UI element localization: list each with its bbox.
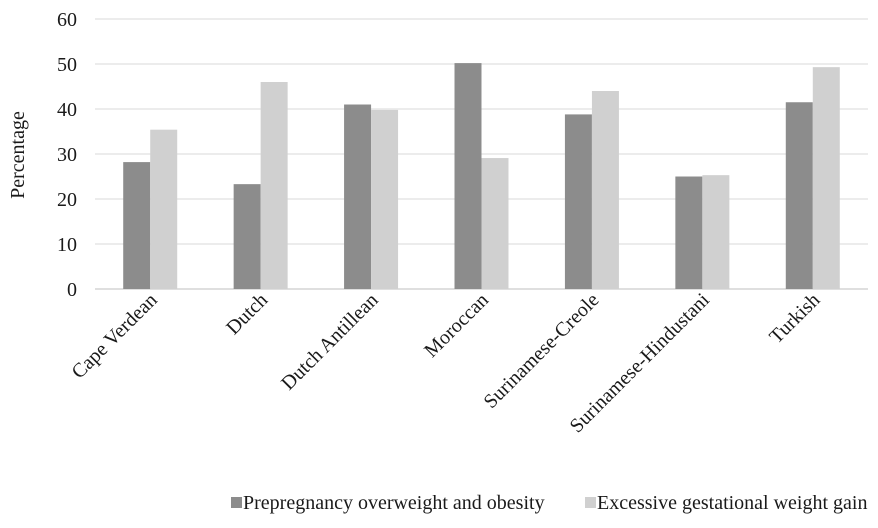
x-tick-label: Dutch Antillean (277, 289, 383, 395)
x-tick-label: Moroccan (420, 289, 493, 362)
x-tick-label: Turkish (765, 289, 824, 348)
y-axis-label: Percentage (7, 111, 29, 199)
bar-prepregnancy-overweight (454, 63, 482, 289)
legend-label: Excessive gestational weight gain (597, 492, 867, 514)
bar-prepregnancy-overweight (785, 102, 813, 289)
y-tick-label: 60 (57, 9, 77, 31)
legend-swatch (231, 497, 242, 508)
bar-excessive-weight-gain (371, 109, 399, 290)
x-tick-label: Surinamese-Creole (480, 289, 604, 413)
y-tick-label: 50 (57, 54, 77, 76)
bar-prepregnancy-overweight (675, 176, 703, 289)
bars (123, 63, 840, 290)
legend-swatch (585, 497, 596, 508)
x-axis-ticks: Cape Verdean Dutch Dutch Antillean Moroccan… (68, 289, 825, 438)
bar-excessive-weight-gain (150, 129, 178, 289)
y-tick-label: 10 (57, 234, 77, 256)
y-tick-label: 30 (57, 144, 77, 166)
y-tick-label: 20 (57, 189, 77, 211)
bar-excessive-weight-gain (812, 67, 840, 290)
bar-prepregnancy-overweight (233, 184, 261, 289)
bar-excessive-weight-gain (591, 91, 619, 289)
y-tick-label: 40 (57, 99, 77, 121)
bar-prepregnancy-overweight (564, 114, 592, 290)
bar-prepregnancy-overweight (344, 104, 372, 289)
y-tick-label: 0 (67, 279, 77, 301)
bar-excessive-weight-gain (481, 158, 509, 289)
bar-excessive-weight-gain (702, 175, 730, 289)
bar-prepregnancy-overweight (123, 162, 151, 289)
bar-excessive-weight-gain (260, 82, 288, 289)
legend: Prepregnancy overweight and obesity Exces… (231, 492, 867, 514)
legend-label: Prepregnancy overweight and obesity (243, 492, 545, 514)
x-tick-label: Cape Verdean (68, 289, 162, 383)
x-tick-label: Dutch (222, 289, 272, 339)
y-axis-ticks: 0 10 20 30 40 50 60 (57, 9, 77, 301)
